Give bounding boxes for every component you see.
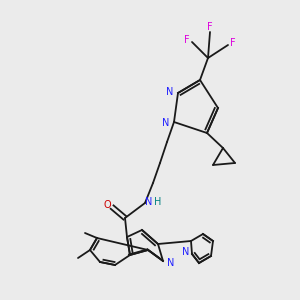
Text: N: N [167, 258, 175, 268]
Text: N: N [166, 87, 174, 97]
Text: N: N [145, 197, 153, 207]
Text: N: N [182, 247, 190, 257]
Text: O: O [103, 200, 111, 210]
Text: F: F [230, 38, 236, 48]
Text: F: F [207, 22, 213, 32]
Text: N: N [162, 118, 170, 128]
Text: H: H [154, 197, 162, 207]
Text: F: F [184, 35, 190, 45]
